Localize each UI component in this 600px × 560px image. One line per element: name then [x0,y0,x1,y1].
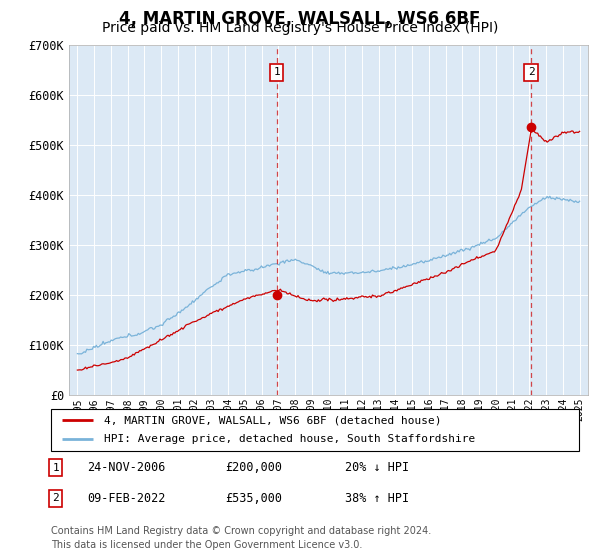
Text: 20% ↓ HPI: 20% ↓ HPI [345,461,409,474]
Text: 1: 1 [273,67,280,77]
Text: 2: 2 [52,493,59,503]
Text: 2: 2 [528,67,535,77]
Text: 1: 1 [52,463,59,473]
Text: £535,000: £535,000 [225,492,282,505]
Text: Price paid vs. HM Land Registry's House Price Index (HPI): Price paid vs. HM Land Registry's House … [102,21,498,35]
Text: 38% ↑ HPI: 38% ↑ HPI [345,492,409,505]
Text: HPI: Average price, detached house, South Staffordshire: HPI: Average price, detached house, Sout… [104,435,475,445]
Text: 4, MARTIN GROVE, WALSALL, WS6 6BF: 4, MARTIN GROVE, WALSALL, WS6 6BF [119,10,481,28]
Text: Contains HM Land Registry data © Crown copyright and database right 2024.
This d: Contains HM Land Registry data © Crown c… [51,526,431,550]
Text: 09-FEB-2022: 09-FEB-2022 [87,492,166,505]
Text: 4, MARTIN GROVE, WALSALL, WS6 6BF (detached house): 4, MARTIN GROVE, WALSALL, WS6 6BF (detac… [104,415,442,425]
Text: £200,000: £200,000 [225,461,282,474]
Text: 24-NOV-2006: 24-NOV-2006 [87,461,166,474]
